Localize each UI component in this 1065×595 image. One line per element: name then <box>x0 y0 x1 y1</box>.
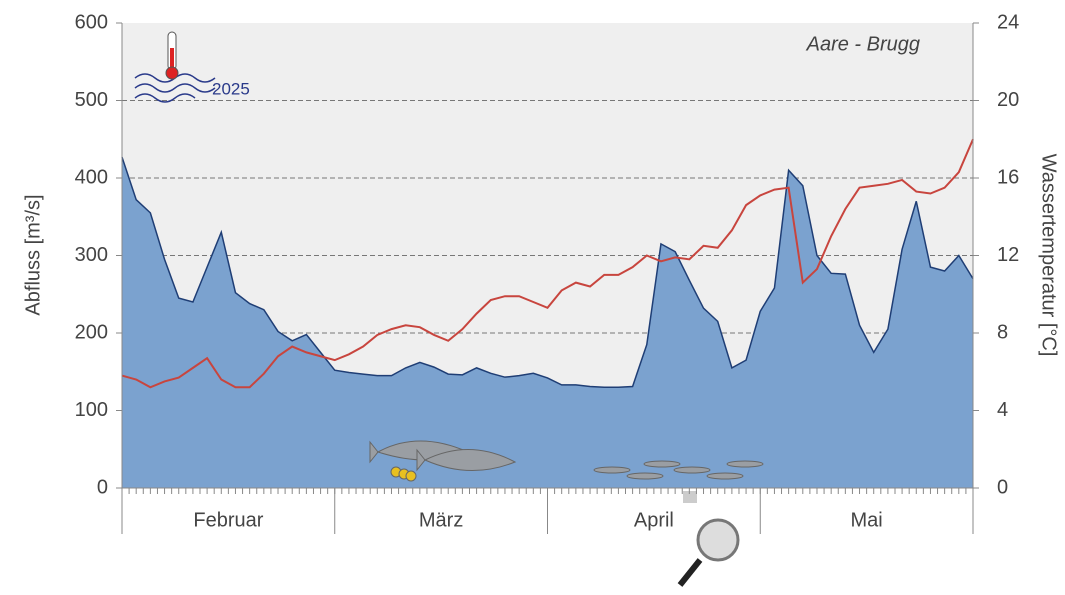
x-tick-label: Februar <box>193 509 263 531</box>
y2-tick-label: 4 <box>997 399 1008 421</box>
y-tick-label: 200 <box>75 321 108 343</box>
y2-tick-label: 24 <box>997 11 1019 33</box>
x-tick-label: März <box>419 509 463 531</box>
y2-tick-label: 16 <box>997 166 1019 188</box>
y-tick-label: 0 <box>97 476 108 498</box>
chart: Aare - Brugg 2025 Abfluss [m³/s] Wassert… <box>0 0 1065 590</box>
y2-axis-label: Wassertemperatur [°C] <box>1038 154 1060 357</box>
x-tick-label: April <box>634 509 674 531</box>
x-tick-label: Mai <box>851 509 883 531</box>
y2-tick-label: 8 <box>997 321 1008 343</box>
y-tick-label: 400 <box>75 166 108 188</box>
y2-tick-label: 12 <box>997 244 1019 266</box>
y-tick-label: 500 <box>75 89 108 111</box>
chart-title: Aare - Brugg <box>806 33 920 55</box>
logo-year: 2025 <box>212 79 250 98</box>
y2-tick-label: 20 <box>997 89 1019 111</box>
y2-tick-label: 0 <box>997 476 1008 498</box>
zoom-icon[interactable] <box>680 491 738 585</box>
y-tick-label: 100 <box>75 399 108 421</box>
y-axis-label: Abfluss [m³/s] <box>22 194 44 315</box>
y-tick-label: 600 <box>75 11 108 33</box>
y-tick-label: 300 <box>75 244 108 266</box>
